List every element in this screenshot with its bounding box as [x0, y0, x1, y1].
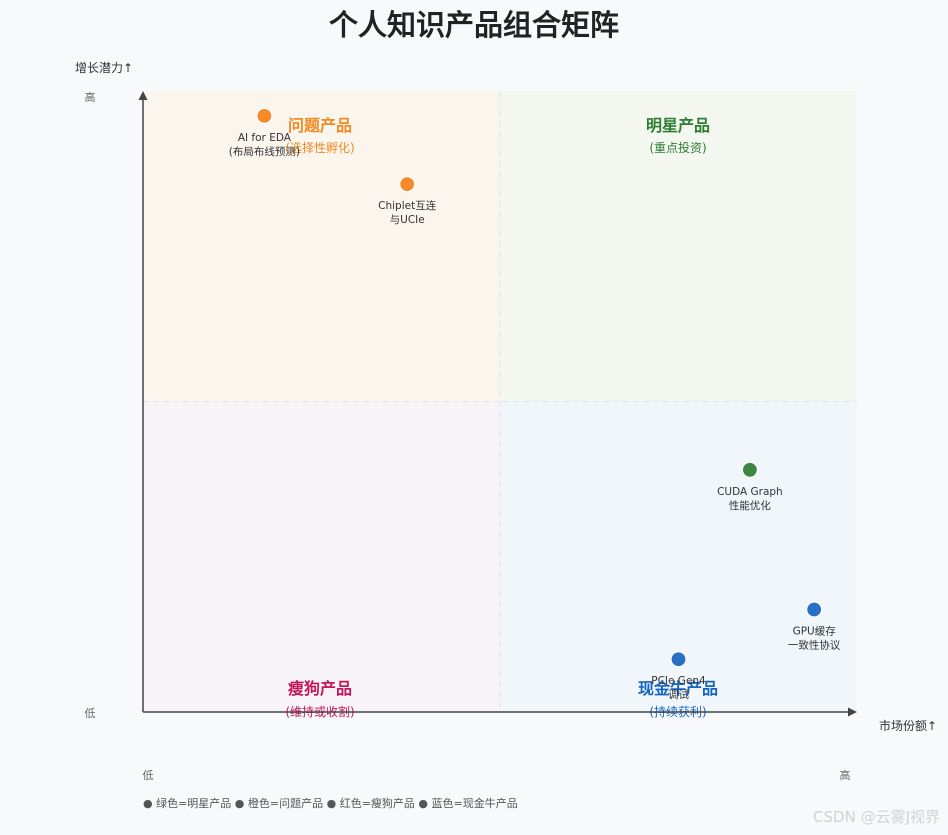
watermark: CSDN @云雾J视界 [813, 808, 940, 826]
x-tick-low: 低 [143, 769, 154, 782]
data-point-sublabel-1: 与UCIe [390, 214, 425, 226]
chart-title: 个人知识产品组合矩阵 [328, 8, 619, 42]
data-point-sublabel-3: 一致性协议 [788, 639, 841, 652]
data-point-3 [806, 601, 823, 618]
data-point-sublabel-0: (布局布线预测) [229, 145, 300, 158]
data-point-label-1: Chiplet互连 [378, 199, 437, 212]
data-point-1 [399, 176, 416, 193]
x-axis-label: 市场份额↑ [879, 718, 937, 733]
quadrant-question-title: 问题产品 [288, 116, 352, 135]
data-point-sublabel-4: 调试 [668, 689, 689, 701]
y-axis-label: 增长潜力↑ [75, 61, 133, 75]
data-point-label-4: PCIe Gen4 [651, 675, 706, 687]
x-tick-high: 高 [840, 768, 851, 782]
quadrant-star-subtitle: (重点投资) [649, 140, 706, 155]
data-point-sublabel-2: 性能优化 [729, 499, 771, 512]
y-tick-high: 高 [85, 90, 96, 104]
legend-note: ● 绿色=明星产品 ● 橙色=问题产品 ● 红色=瘦狗产品 ● 蓝色=现金牛产品 [143, 797, 518, 810]
quadrant-cash-title: 现金牛产品 [638, 679, 718, 698]
quadrant-question-bg [143, 91, 500, 402]
quadrant-star-title: 明星产品 [646, 116, 710, 135]
data-point-label-2: CUDA Graph [717, 486, 783, 498]
y-tick-low: 低 [85, 707, 96, 720]
data-point-2 [741, 461, 759, 478]
x-axis-arrow [848, 707, 857, 717]
quadrant-question-subtitle: (选择性孵化) [285, 141, 354, 155]
quadrant-dog-title: 瘦狗产品 [288, 679, 352, 698]
y-axis-arrow [138, 91, 148, 100]
quadrant-star-bg [500, 91, 857, 402]
quadrant-dog-bg [143, 401, 500, 712]
data-point-label-0: AI for EDA [238, 132, 292, 144]
data-point-label-3: GPU缓存 [793, 625, 837, 638]
data-point-4 [670, 651, 687, 668]
data-point-0 [256, 107, 273, 124]
